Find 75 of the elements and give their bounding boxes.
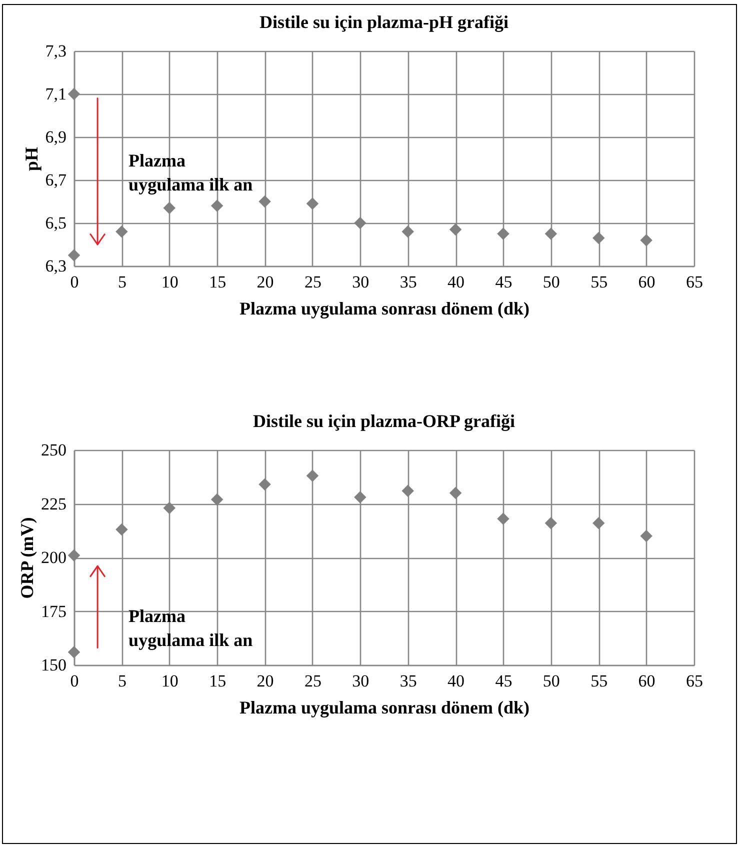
x-tick-label: 30	[352, 272, 370, 292]
x-tick-label: 55	[590, 272, 608, 292]
point	[306, 198, 319, 210]
point	[449, 486, 462, 500]
x-tick-label: 35	[400, 672, 417, 690]
y-axis-title: ORP (mV)	[17, 517, 37, 599]
x-tick-label: 5	[118, 672, 126, 690]
x-tick-label: 25	[304, 272, 322, 292]
x-tick-label: 0	[70, 672, 79, 690]
point	[163, 202, 176, 214]
x-axis-title: Plazma uygulama sonrası dönem (dk)	[239, 698, 530, 718]
point	[306, 470, 319, 482]
x-tick-label: 40	[448, 672, 465, 690]
y-tick-label: 200	[41, 548, 66, 567]
point	[544, 516, 558, 530]
x-tick-label: 0	[70, 272, 79, 292]
point	[449, 223, 462, 236]
x-tick-label: 20	[256, 272, 274, 292]
x-tick-label: 40	[448, 272, 465, 292]
x-tick-label: 45	[495, 272, 512, 292]
x-tick-label: 15	[209, 272, 226, 292]
point	[544, 228, 558, 240]
y-tick-label: 250	[41, 440, 66, 460]
y-tick-label: 6,9	[45, 128, 66, 146]
annotation: Plazma uygulama ilk an	[128, 606, 253, 650]
x-tick-label: 50	[542, 272, 560, 292]
point	[210, 200, 224, 212]
point	[258, 195, 271, 208]
x-tick-label: 65	[686, 672, 703, 690]
point	[68, 88, 80, 100]
y-tick-label: 7,3	[45, 42, 66, 60]
point	[354, 216, 366, 230]
point	[116, 523, 128, 536]
x-tick-label: 65	[686, 272, 703, 292]
point	[592, 232, 605, 244]
chart-title: Distile su için plazma-ORP grafiği	[253, 411, 515, 431]
x-tick-label: 60	[638, 672, 656, 690]
y-tick-label: 6,7	[45, 170, 67, 190]
point	[592, 516, 605, 530]
point	[402, 484, 414, 497]
x-tick-label: 10	[161, 672, 178, 690]
x-tick-label: 55	[590, 672, 608, 690]
x-tick-label: 60	[638, 272, 656, 292]
x-tick-label: 30	[352, 672, 370, 690]
y-tick-label: 6,3	[45, 256, 66, 276]
y-axis-title: pH	[21, 146, 42, 172]
point	[163, 502, 176, 514]
point	[497, 512, 510, 525]
x-tick-label: 20	[256, 672, 274, 690]
point	[68, 249, 80, 262]
chart-title: Distile su için plazma-pH grafiği	[260, 12, 508, 32]
point	[258, 478, 271, 491]
x-tick-label: 25	[304, 672, 322, 690]
point	[210, 493, 224, 506]
point	[497, 228, 510, 240]
y-tick-label: 6,5	[45, 214, 66, 232]
y-tick-label: 150	[41, 656, 66, 674]
y-tick-label: 7,1	[45, 84, 66, 104]
x-tick-label: 10	[161, 272, 178, 292]
y-tick-label: 225	[41, 494, 66, 514]
x-tick-label: 50	[542, 672, 560, 690]
point	[354, 491, 366, 504]
annotation: Plazma uygulama ilk an	[128, 150, 253, 194]
point	[640, 530, 652, 542]
point	[68, 549, 80, 562]
point	[402, 225, 414, 238]
point	[640, 234, 652, 246]
x-axis-title: Plazma uygulama sonrası dönem (dk)	[239, 298, 530, 318]
x-tick-label: 5	[118, 272, 126, 292]
y-tick-label: 175	[41, 602, 66, 621]
x-tick-label: 15	[209, 672, 226, 690]
x-tick-label: 35	[400, 272, 417, 292]
x-tick-label: 45	[495, 672, 512, 690]
point	[116, 225, 128, 238]
point	[68, 646, 80, 658]
